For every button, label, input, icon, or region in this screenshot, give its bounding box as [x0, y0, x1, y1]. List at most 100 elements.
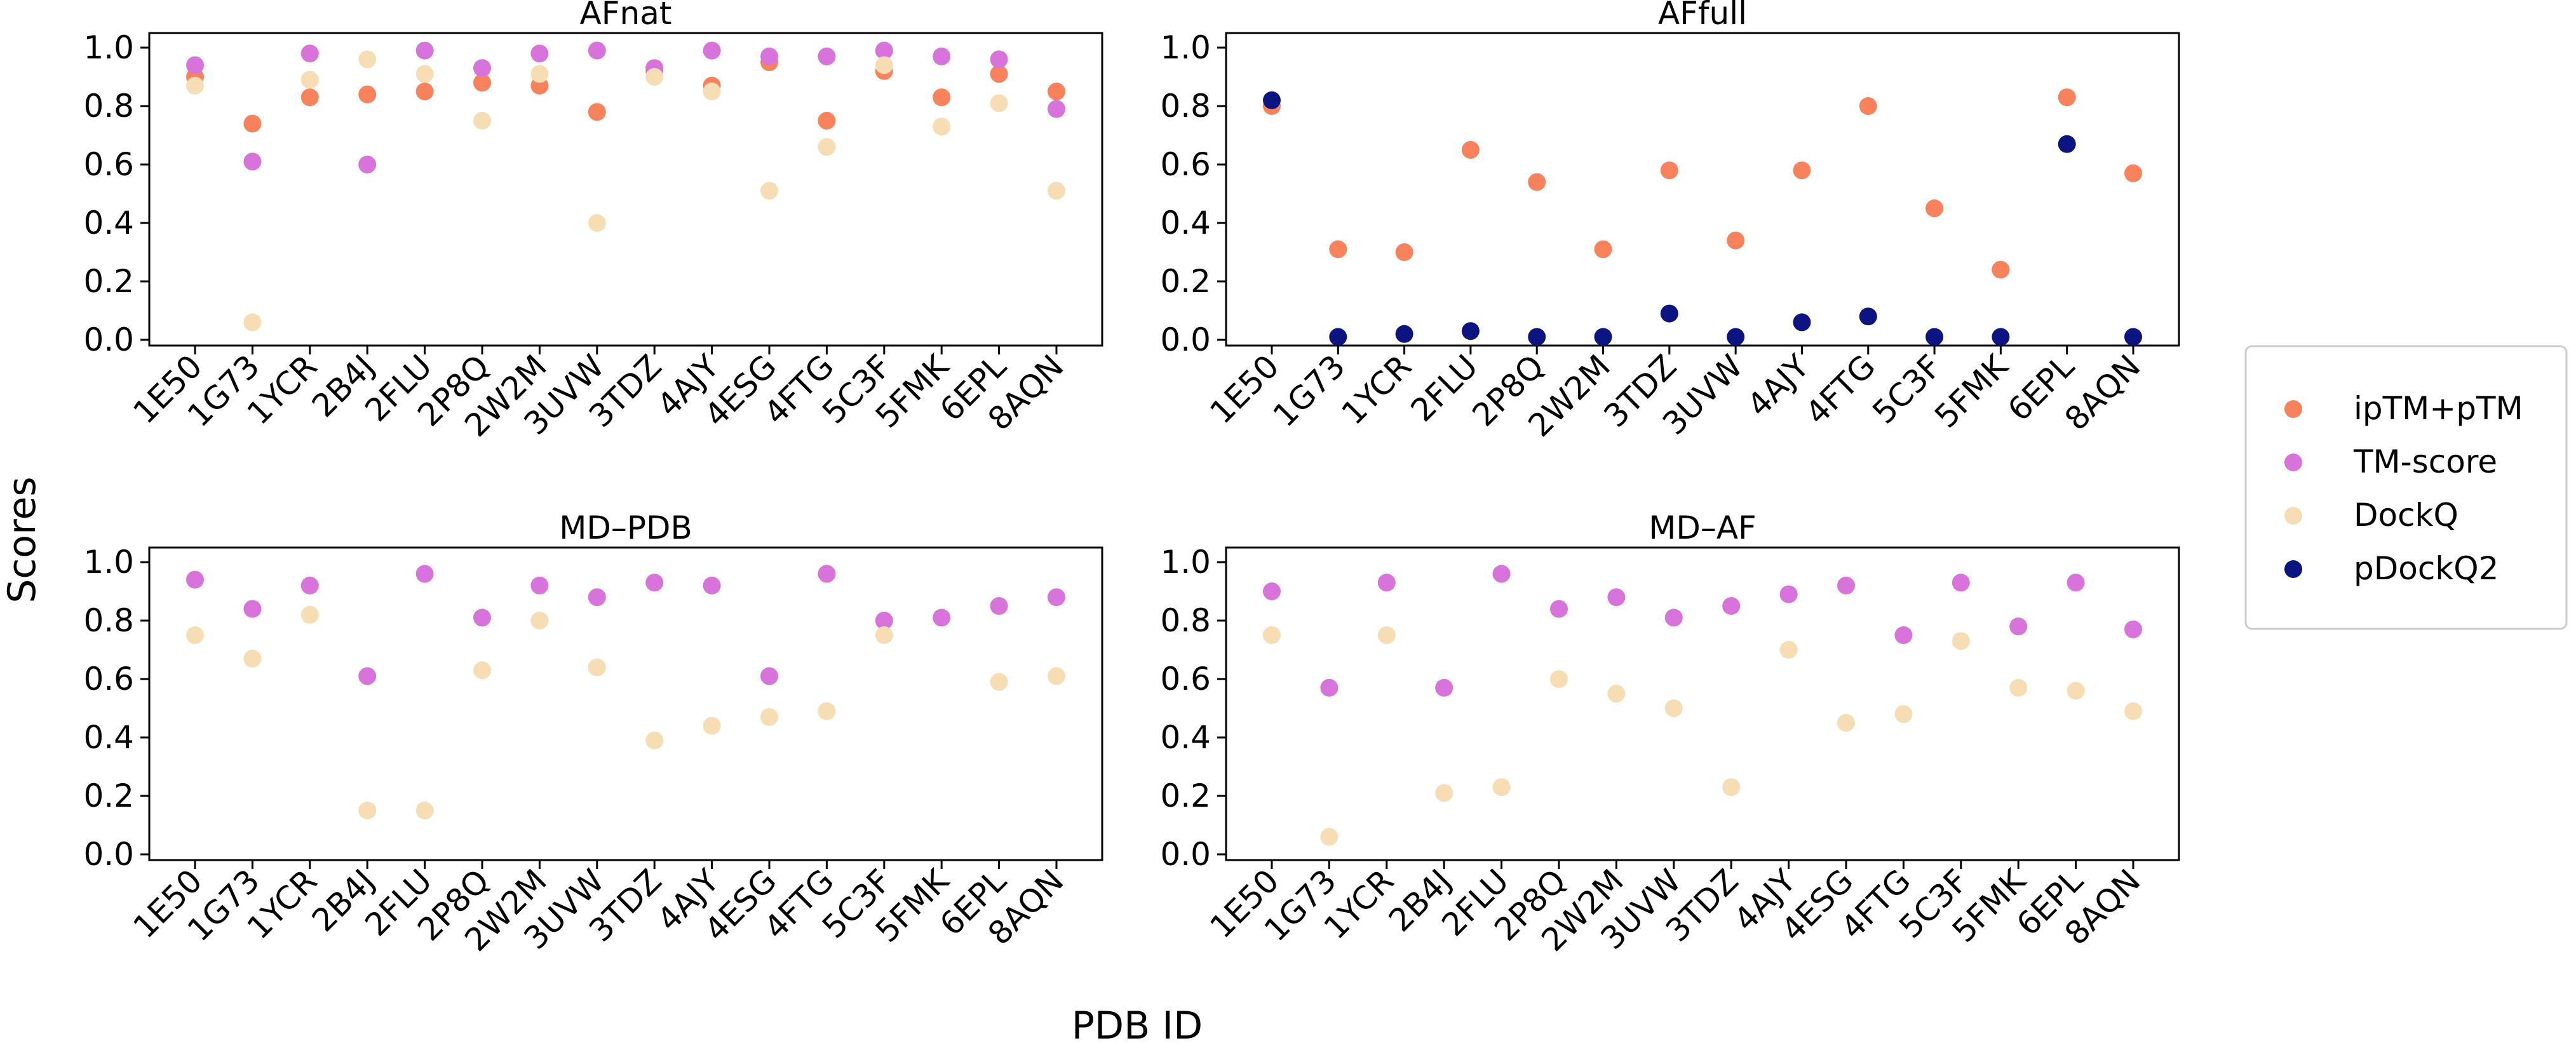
data-point: [473, 112, 491, 130]
data-point: [875, 41, 893, 60]
x-tick-label: 4FTG: [1798, 347, 1882, 431]
data-point: [1660, 161, 1678, 180]
data-point: [243, 152, 262, 171]
panel-md-pdb: MD–PDB0.00.20.40.60.81.01E501G731YCR2B4J…: [83, 509, 1103, 959]
data-point: [1377, 574, 1396, 592]
y-tick-label: 0.4: [1160, 719, 1211, 756]
data-point: [1952, 574, 1970, 592]
data-point: [1528, 328, 1546, 346]
y-tick-label: 0.6: [83, 661, 134, 697]
data-point: [818, 702, 836, 720]
data-point: [415, 65, 434, 83]
data-point: [1722, 597, 1741, 615]
y-tick-label: 0.4: [83, 205, 134, 241]
legend-label: pDockQ2: [2354, 550, 2498, 587]
data-point: [358, 156, 377, 173]
data-point: [530, 612, 549, 629]
data-point: [1727, 328, 1745, 346]
data-point: [1793, 313, 1811, 332]
series-dockq: [186, 50, 1065, 332]
panel-title: MD–PDB: [559, 509, 692, 546]
data-point: [1377, 626, 1396, 644]
data-point: [1320, 828, 1339, 846]
plot-frame: [148, 32, 1103, 347]
data-point: [760, 708, 778, 726]
plot-frame: [148, 546, 1103, 861]
data-point: [1550, 670, 1568, 688]
data-point: [1925, 328, 1944, 346]
data-point: [186, 76, 204, 95]
data-point: [588, 103, 606, 121]
data-point: [1859, 307, 1877, 326]
data-point: [358, 50, 377, 69]
legend-label: ipTM+pTM: [2354, 390, 2523, 427]
legend-entry-iptm-ptm: ipTM+pTM: [2284, 390, 2523, 427]
series-dockq: [186, 605, 1065, 819]
data-point: [1594, 328, 1612, 346]
y-tick-label: 0.8: [83, 602, 134, 639]
y-tick-label: 0.6: [1160, 146, 1211, 183]
y-axis-label: Scores: [0, 476, 44, 603]
y-tick-label: 0.0: [1160, 836, 1211, 873]
data-point: [990, 94, 1008, 112]
series-tm-score: [186, 41, 1065, 173]
data-point: [2124, 164, 2142, 182]
plot-frame: [1225, 546, 2180, 861]
data-point: [300, 44, 319, 63]
data-point: [588, 41, 606, 60]
data-point: [990, 597, 1008, 615]
data-point: [358, 667, 377, 685]
data-point: [1395, 325, 1413, 343]
data-point: [645, 68, 664, 86]
data-point: [1722, 778, 1741, 797]
data-point: [243, 649, 262, 668]
data-point: [1048, 667, 1065, 685]
series-iptm-ptm: [1263, 88, 2142, 279]
data-point: [415, 565, 434, 583]
data-point: [1664, 609, 1683, 627]
data-point: [1779, 641, 1798, 659]
data-point: [1779, 585, 1798, 603]
data-point: [2058, 135, 2076, 153]
data-point: [875, 56, 893, 74]
data-point: [703, 576, 721, 595]
legend-marker: [2284, 454, 2302, 471]
legend-entry-pdockq2: pDockQ2: [2284, 550, 2498, 587]
data-point: [1492, 778, 1511, 797]
data-point: [1461, 322, 1480, 340]
data-point: [1492, 565, 1511, 583]
data-point: [1048, 100, 1065, 118]
data-point: [473, 74, 491, 92]
y-tick-label: 1.0: [83, 29, 134, 66]
data-point: [1435, 678, 1453, 697]
panel-title: AFnat: [580, 0, 672, 32]
y-tick-label: 0.4: [83, 719, 134, 756]
data-point: [1048, 83, 1065, 100]
legend-marker: [2284, 400, 2302, 418]
data-point: [358, 85, 377, 104]
data-point: [588, 658, 606, 676]
data-point: [243, 600, 262, 618]
data-point: [1607, 588, 1626, 607]
data-point: [990, 65, 1008, 83]
y-tick-label: 0.0: [83, 836, 134, 873]
data-point: [990, 50, 1008, 69]
data-point: [1320, 678, 1339, 697]
legend-label: DockQ: [2354, 497, 2458, 534]
data-point: [588, 214, 606, 232]
legend: ipTM+pTM TM-score DockQ pDockQ2: [2244, 345, 2568, 630]
series-iptm-ptm: [186, 53, 1065, 133]
data-point: [300, 576, 319, 595]
series-pdockq2: [1263, 91, 2142, 346]
y-tick-label: 1.0: [1160, 29, 1211, 66]
x-tick-label: 8AQN: [2058, 347, 2147, 437]
panel-title: MD–AF: [1649, 509, 1757, 546]
data-point: [588, 588, 606, 607]
data-point: [2058, 88, 2076, 107]
y-tick-label: 0.8: [1160, 88, 1211, 124]
data-point: [760, 182, 778, 200]
y-tick-label: 0.0: [83, 321, 134, 358]
legend-marker: [2284, 560, 2302, 578]
x-tick-label: 1E50: [1203, 347, 1286, 431]
